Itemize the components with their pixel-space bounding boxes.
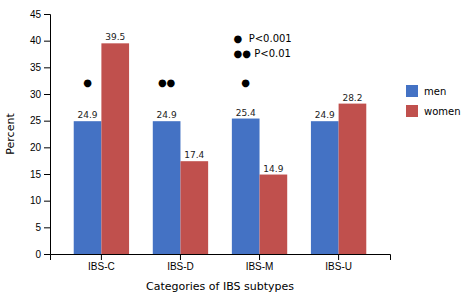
data-label: 25.4 — [236, 108, 256, 118]
legend-item: men — [406, 85, 446, 97]
tick-mark — [44, 14, 50, 15]
bar — [260, 175, 288, 254]
significance-mark: ●● — [158, 77, 176, 88]
tick-mark — [44, 67, 50, 68]
bar — [101, 43, 129, 254]
tick-mark — [44, 254, 50, 255]
tick-mark — [44, 174, 50, 175]
tick-label: 40 — [30, 35, 42, 46]
x-axis-title: Categories of IBS subtypes — [146, 280, 294, 293]
bars — [74, 43, 367, 254]
tick-mark — [259, 254, 260, 260]
tick: 10 — [30, 195, 50, 206]
tick-label: IBS-M — [246, 261, 274, 272]
tick-label: 25 — [30, 115, 42, 126]
tick-mark — [44, 94, 50, 95]
tick-label: 30 — [30, 89, 42, 100]
tick-label: IBS-D — [167, 261, 194, 272]
data-label: 24.9 — [315, 110, 335, 120]
bar — [180, 161, 208, 254]
tick-label: 10 — [30, 195, 42, 206]
tick: 30 — [30, 89, 50, 100]
data-label: 24.9 — [78, 110, 98, 120]
tick-label: 20 — [30, 142, 42, 153]
bar — [74, 121, 102, 254]
p-value-note: ● P<0.001 — [234, 33, 292, 44]
data-label: 14.9 — [263, 164, 283, 174]
tick: 0 — [35, 249, 50, 260]
legend-label: women — [424, 106, 461, 117]
tick-mark — [338, 254, 339, 260]
tick-mark — [44, 147, 50, 148]
legend-swatch — [406, 105, 418, 117]
tick: IBS-C — [88, 254, 115, 272]
tick-mark — [44, 121, 50, 122]
legend-label: men — [424, 86, 446, 97]
tick: 25 — [30, 115, 50, 126]
legend-item: women — [406, 105, 461, 117]
y-axis: 0 5 10 15 20 25 30 35 40 45 — [30, 9, 51, 260]
bar — [153, 121, 181, 254]
tick: IBS-U — [325, 254, 352, 272]
tick: IBS-M — [246, 254, 274, 272]
bar — [311, 121, 339, 254]
tick-mark — [44, 201, 50, 202]
tick-label: IBS-C — [88, 261, 115, 272]
tick-label: 35 — [30, 62, 42, 73]
tick-label: 15 — [30, 169, 42, 180]
tick-mark — [180, 254, 181, 260]
plot: 0 5 10 15 20 25 30 35 40 45 IBS-C IBS-D IBS-M IBS-U 24… — [30, 9, 391, 272]
significance-mark: ● — [241, 77, 250, 88]
legend-swatch — [406, 85, 418, 97]
bar — [232, 119, 260, 254]
legend: men women — [406, 85, 461, 117]
tick-label: 45 — [30, 9, 42, 20]
x-axis: IBS-C IBS-D IBS-M IBS-U — [51, 254, 391, 272]
tick: IBS-D — [167, 254, 194, 272]
tick-mark — [44, 41, 50, 42]
data-labels: 24.9 24.9 25.4 24.9 39.5 17.4 14.9 28.2 — [78, 32, 363, 173]
bar — [339, 104, 367, 254]
tick: 45 — [30, 9, 50, 20]
tick-mark — [101, 254, 102, 260]
chart: 0 5 10 15 20 25 30 35 40 45 IBS-C IBS-D IBS-M IBS-U 24… — [0, 0, 474, 296]
data-label: 24.9 — [157, 110, 177, 120]
tick-mark — [44, 227, 50, 228]
data-label: 39.5 — [105, 32, 125, 42]
axis-line — [51, 255, 391, 261]
tick-label: IBS-U — [325, 261, 352, 272]
tick: 20 — [30, 142, 50, 153]
data-label: 28.2 — [342, 93, 362, 103]
tick: 35 — [30, 62, 50, 73]
p-value-note: ●● P<0.01 — [234, 48, 291, 59]
tick-label: 0 — [35, 249, 41, 260]
axis-line — [44, 15, 51, 255]
data-label: 17.4 — [184, 150, 204, 160]
tick: 5 — [35, 222, 50, 233]
tick-label: 5 — [35, 222, 41, 233]
tick: 40 — [30, 35, 50, 46]
annotations: ●●●●● P<0.001●● P<0.01 — [83, 33, 292, 88]
significance-mark: ● — [83, 77, 92, 88]
tick: 15 — [30, 169, 50, 180]
y-axis-title: Percent — [4, 113, 17, 155]
